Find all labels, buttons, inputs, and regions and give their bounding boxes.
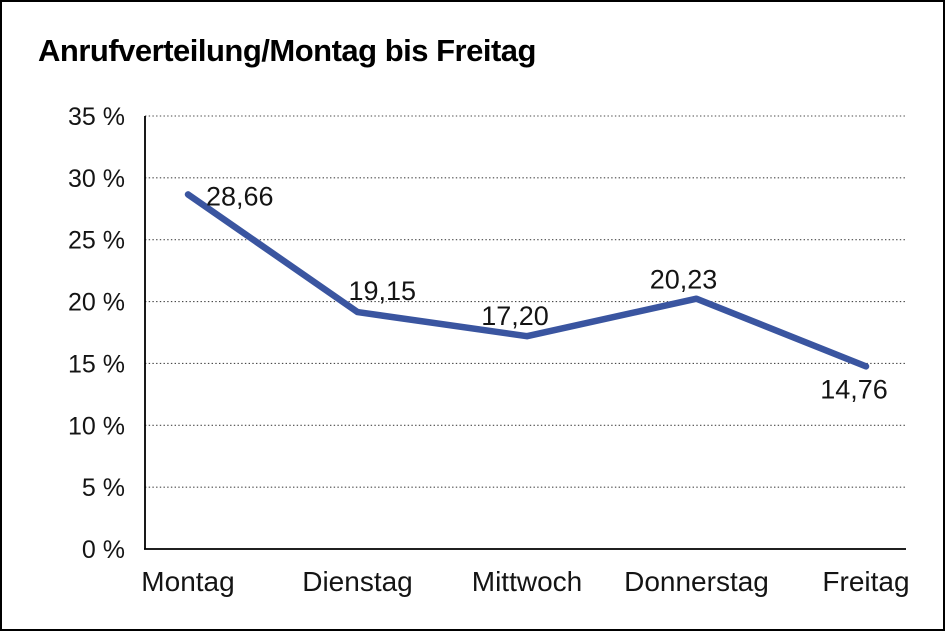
gridlines xyxy=(145,115,906,488)
y-tick-label: 30 % xyxy=(68,165,125,193)
data-point-labels: 28,66 19,15 17,20 20,23 14,76 xyxy=(206,181,888,404)
data-point-label: 28,66 xyxy=(206,181,274,211)
chart-title: Anrufverteilung/Montag bis Freitag xyxy=(38,33,536,68)
data-point-label: 14,76 xyxy=(820,374,888,404)
y-tick-label: 10 % xyxy=(68,412,125,440)
y-tick-label: 5 % xyxy=(82,474,125,502)
y-tick-label: 0 % xyxy=(82,536,125,564)
y-tick-label: 25 % xyxy=(68,227,125,255)
y-tick-label: 35 % xyxy=(68,103,125,131)
data-point-label: 20,23 xyxy=(650,265,718,295)
y-tick-label: 15 % xyxy=(68,350,125,378)
y-tick-label: 20 % xyxy=(68,289,125,317)
x-category-label: Dienstag xyxy=(302,566,413,597)
x-category-label: Donnerstag xyxy=(624,566,769,597)
x-category-labels: Montag Dienstag Mittwoch Donnerstag Freitag xyxy=(141,566,909,597)
y-tick-labels: 0 % 5 % 10 % 15 % 20 % 25 % 30 % 35 % xyxy=(68,103,125,564)
x-category-label: Montag xyxy=(141,566,234,597)
x-category-label: Mittwoch xyxy=(472,566,582,597)
x-category-label: Freitag xyxy=(822,566,909,597)
data-point-label: 19,15 xyxy=(349,276,417,306)
data-point-label: 17,20 xyxy=(481,301,549,331)
data-series-line xyxy=(184,191,870,370)
